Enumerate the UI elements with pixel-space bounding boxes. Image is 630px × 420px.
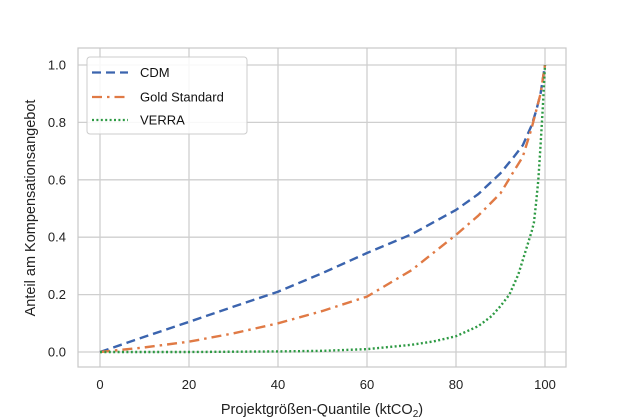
x-ticks: 0 20 40 60 80 100 bbox=[96, 377, 555, 392]
y-tick-label: 0.2 bbox=[48, 287, 66, 302]
y-tick-label: 1.0 bbox=[48, 58, 66, 73]
legend-label-gold-standard: Gold Standard bbox=[140, 90, 224, 105]
legend: CDM Gold Standard VERRA bbox=[86, 56, 248, 135]
axes-frame bbox=[77, 47, 567, 368]
legend-entry-verra: VERRA bbox=[92, 113, 185, 128]
x-axis-label: Projektgrößen-Quantile (ktCO2) bbox=[221, 402, 423, 420]
legend-entry-gold-standard: Gold Standard bbox=[92, 90, 224, 105]
x-tick-label: 0 bbox=[96, 377, 103, 392]
legend-entry-cdm: CDM bbox=[92, 65, 170, 80]
x-tick-label: 40 bbox=[271, 377, 285, 392]
series-group bbox=[99, 64, 547, 354]
y-ticks: 0.0 0.2 0.4 0.6 0.8 1.0 bbox=[48, 58, 66, 360]
y-tick-label: 0.0 bbox=[48, 345, 66, 360]
series-line-gold-standard bbox=[99, 64, 547, 354]
legend-label-cdm: CDM bbox=[140, 65, 170, 80]
x-tick-label: 100 bbox=[534, 377, 556, 392]
x-tick-label: 60 bbox=[360, 377, 374, 392]
x-tick-label: 80 bbox=[449, 377, 463, 392]
legend-box bbox=[86, 56, 248, 135]
legend-label-verra: VERRA bbox=[140, 113, 185, 128]
y-tick-label: 0.8 bbox=[48, 115, 66, 130]
y-axis-label: Anteil am Kompensationsangebot bbox=[23, 100, 39, 317]
y-tick-label: 0.6 bbox=[48, 172, 66, 187]
y-tick-label: 0.4 bbox=[48, 230, 66, 245]
x-tick-label: 20 bbox=[182, 377, 196, 392]
series-line-verra bbox=[100, 64, 547, 354]
